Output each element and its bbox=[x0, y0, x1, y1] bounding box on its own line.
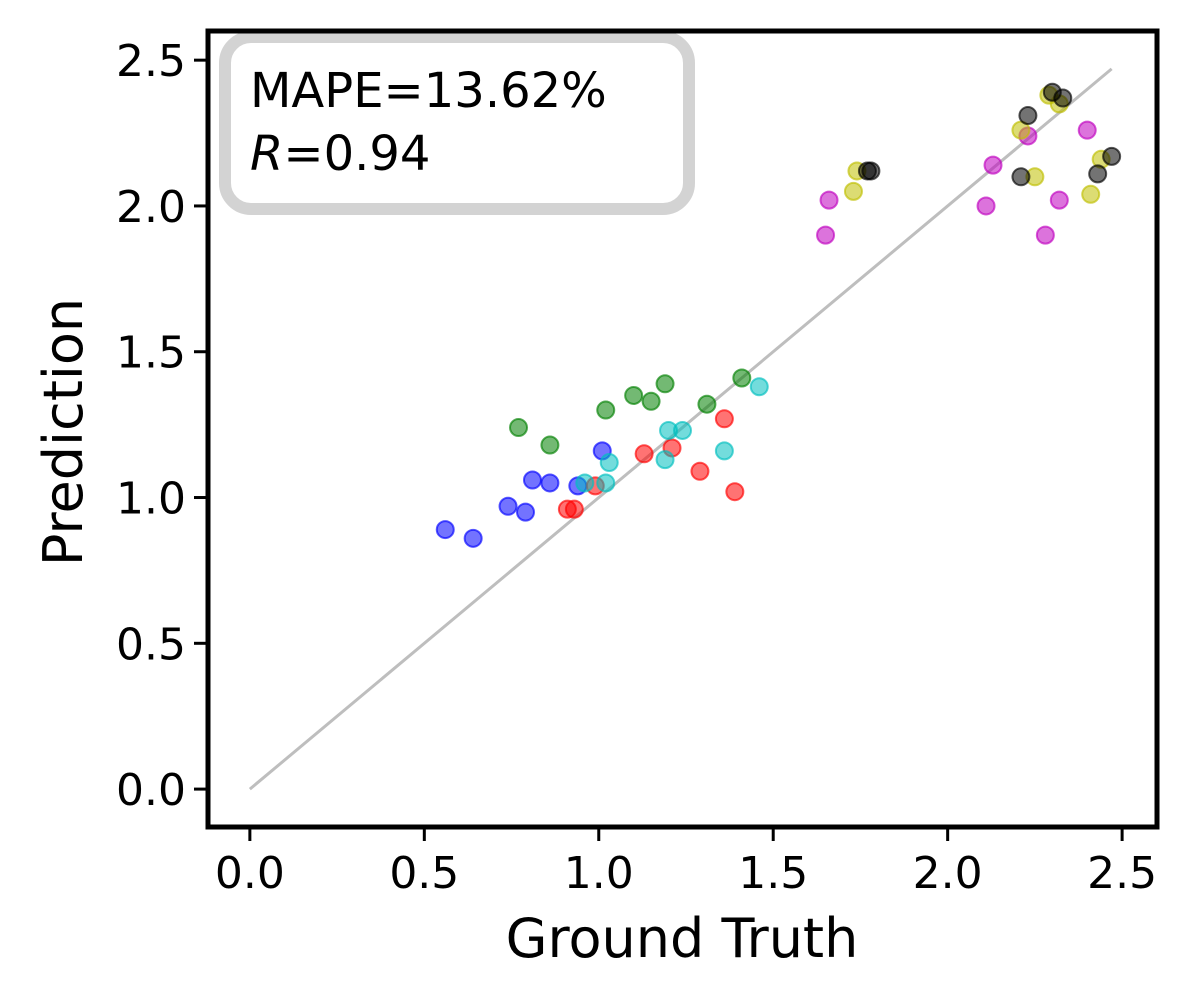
x-axis-label: Ground Truth bbox=[506, 907, 859, 970]
data-point bbox=[498, 496, 518, 516]
data-point bbox=[1088, 164, 1108, 184]
data-point bbox=[1053, 88, 1073, 108]
data-point bbox=[655, 374, 675, 394]
points-layer bbox=[435, 82, 1122, 548]
y-tick-label: 1.0 bbox=[116, 474, 186, 525]
r-label: R bbox=[250, 126, 283, 182]
x-tick-label: 2.5 bbox=[1087, 848, 1157, 899]
data-point bbox=[596, 473, 616, 493]
x-tick-label: 0.5 bbox=[389, 848, 459, 899]
data-point bbox=[515, 502, 535, 522]
data-point bbox=[714, 409, 734, 429]
y-tick-label: 1.5 bbox=[116, 328, 186, 379]
x-tick-label: 2.0 bbox=[913, 848, 983, 899]
data-point bbox=[596, 400, 616, 420]
data-point bbox=[522, 470, 542, 490]
data-point bbox=[725, 482, 745, 502]
data-point bbox=[655, 450, 675, 470]
data-point bbox=[599, 453, 619, 473]
r-value: =0.94 bbox=[283, 126, 430, 182]
x-tick-label: 1.0 bbox=[564, 848, 634, 899]
data-point bbox=[690, 461, 710, 481]
y-tick-label: 0.5 bbox=[116, 619, 186, 670]
data-point bbox=[1077, 120, 1097, 140]
data-point bbox=[1081, 184, 1101, 204]
data-point bbox=[509, 418, 529, 438]
data-point bbox=[1035, 225, 1055, 245]
y-axis-label: Prediction bbox=[32, 298, 95, 566]
data-point bbox=[714, 441, 734, 461]
data-point bbox=[1011, 167, 1031, 187]
data-point bbox=[749, 377, 769, 397]
data-point bbox=[564, 499, 584, 519]
data-point bbox=[1049, 190, 1069, 210]
data-point bbox=[1102, 146, 1122, 166]
mape-label: MAPE bbox=[250, 63, 384, 119]
data-point bbox=[575, 473, 595, 493]
mape-text: MAPE=13.62% bbox=[250, 63, 607, 119]
metric-annotation: MAPE=13.62% R=0.94 bbox=[219, 31, 695, 215]
data-point bbox=[861, 161, 881, 181]
y-tick-label: 0.0 bbox=[116, 765, 186, 816]
x-tick-label: 1.5 bbox=[738, 848, 808, 899]
y-tick-label: 2.0 bbox=[116, 182, 186, 233]
data-point bbox=[435, 520, 455, 540]
data-point bbox=[819, 190, 839, 210]
data-point bbox=[673, 420, 692, 440]
y-axis-ticks: 0.0 0.5 1.0 1.5 2.0 2.5 bbox=[116, 36, 208, 816]
x-tick-label: 0.0 bbox=[215, 848, 285, 899]
data-point bbox=[540, 435, 560, 455]
data-point bbox=[540, 473, 560, 493]
y-tick-label: 2.5 bbox=[116, 36, 186, 87]
x-axis-ticks: 0.0 0.5 1.0 1.5 2.0 2.5 bbox=[215, 827, 1157, 899]
data-point bbox=[463, 528, 483, 548]
data-point bbox=[732, 368, 752, 388]
r-text: R=0.94 bbox=[250, 126, 430, 182]
annotation-box bbox=[219, 31, 695, 215]
data-point bbox=[641, 391, 661, 411]
data-point bbox=[843, 181, 863, 201]
mape-value: =13.62% bbox=[384, 63, 607, 119]
data-point bbox=[634, 444, 654, 464]
data-point bbox=[697, 394, 717, 414]
data-point bbox=[1018, 106, 1038, 126]
data-point bbox=[976, 196, 996, 216]
plot-frame bbox=[205, 28, 1160, 830]
data-point bbox=[624, 385, 644, 405]
data-point bbox=[983, 155, 1003, 175]
data-point bbox=[816, 225, 836, 245]
